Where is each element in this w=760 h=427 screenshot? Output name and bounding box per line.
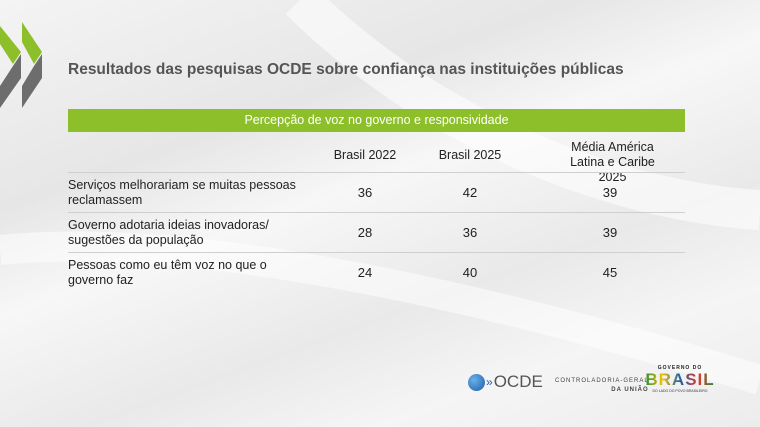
row-label: Pessoas como eu têm voz no que o governo… bbox=[68, 258, 267, 287]
row-label: Serviços melhorariam se muitas pessoas r… bbox=[68, 178, 296, 207]
ocde-logo: » OCDE bbox=[468, 372, 543, 392]
cgu-logo: CONTROLADORIA-GERAL DA UNIÃO bbox=[555, 378, 649, 393]
divider bbox=[68, 172, 685, 173]
cell: 40 bbox=[462, 265, 478, 280]
table-row: Governo adotaria ideias inovadoras/ suge… bbox=[68, 213, 685, 253]
table-row: Pessoas como eu têm voz no que o governo… bbox=[68, 253, 685, 293]
chevrons-icon: » bbox=[486, 375, 493, 389]
row-label: Governo adotaria ideias inovadoras/ suge… bbox=[68, 218, 269, 247]
table-section-header: Percepção de voz no governo e responsivi… bbox=[68, 109, 685, 132]
cell: 36 bbox=[462, 225, 478, 240]
cell: 39 bbox=[602, 225, 618, 240]
column-header: Brasil 2022 bbox=[333, 148, 397, 162]
cell: 42 bbox=[462, 185, 478, 200]
cell: 28 bbox=[357, 225, 373, 240]
page-title: Resultados das pesquisas OCDE sobre conf… bbox=[68, 61, 624, 78]
column-header: Média América Latina e Caribe 2025 bbox=[570, 140, 655, 184]
governo-brasil-logo: GOVERNO DO BRASIL DO LADO DO POVO BRASIL… bbox=[645, 365, 715, 393]
cell: 45 bbox=[602, 265, 618, 280]
cell: 39 bbox=[602, 185, 618, 200]
globe-icon bbox=[468, 373, 485, 391]
column-header: Brasil 2025 bbox=[438, 148, 502, 162]
cell: 36 bbox=[357, 185, 373, 200]
cell: 24 bbox=[357, 265, 373, 280]
table-row: Serviços melhorariam se muitas pessoas r… bbox=[68, 173, 685, 213]
ocde-chevrons-icon bbox=[0, 22, 42, 108]
